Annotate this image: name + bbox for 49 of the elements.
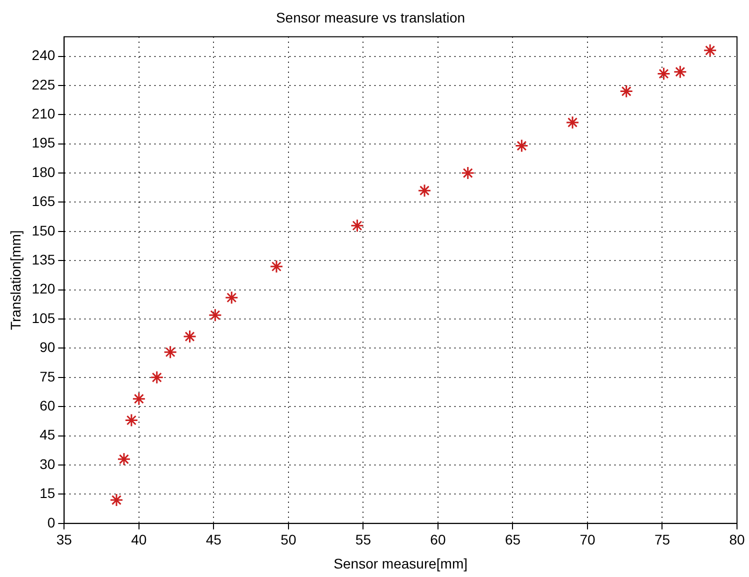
y-tick-label: 15: [40, 485, 56, 502]
point: [418, 184, 432, 198]
point: [208, 308, 222, 322]
point: [164, 345, 178, 359]
point: [656, 67, 670, 81]
y-tick-label: 210: [32, 106, 56, 122]
y-tick-label: 180: [32, 164, 56, 180]
y-tick-label: 120: [32, 280, 56, 297]
point: [514, 139, 528, 153]
y-tick-label: 195: [32, 134, 56, 151]
y-tick-label: 90: [40, 339, 56, 356]
x-tick-label: 60: [430, 532, 446, 548]
y-tick-label: 240: [32, 47, 56, 64]
y-tick-label: 45: [40, 426, 56, 443]
point: [132, 392, 146, 406]
y-tick-label: 165: [32, 193, 56, 210]
point: [673, 65, 687, 79]
x-tick-label: 75: [654, 532, 670, 548]
x-axis-title: Sensor measure[mm]: [334, 555, 468, 572]
y-tick-label: 30: [40, 456, 56, 472]
y-tick-label: 135: [32, 251, 56, 268]
x-tick-label: 70: [580, 532, 596, 548]
x-tick-label: 50: [280, 532, 296, 548]
x-tick-label: 65: [504, 532, 521, 548]
point: [270, 260, 284, 274]
point: [566, 116, 580, 130]
point: [703, 44, 717, 58]
y-tick-label: 225: [32, 76, 56, 92]
point: [124, 413, 138, 427]
point: [350, 218, 364, 232]
x-tick-label: 80: [729, 532, 745, 548]
y-tick-label: 75: [40, 368, 56, 384]
y-tick-label: 105: [32, 310, 56, 326]
point: [150, 370, 164, 384]
x-tick-label: 40: [131, 532, 147, 548]
y-tick-label: 60: [40, 397, 56, 414]
point: [461, 166, 475, 180]
x-tick-label: 55: [355, 532, 372, 548]
point: [620, 84, 634, 98]
point: [117, 452, 131, 466]
y-tick-label: 150: [32, 222, 56, 238]
point: [224, 290, 238, 304]
point: [110, 493, 124, 507]
x-tick-label: 45: [206, 532, 222, 548]
point: [183, 330, 197, 344]
y-tick-label: 0: [47, 514, 56, 530]
x-tick-label: 35: [56, 532, 72, 548]
y-axis-title: Translation[mm]: [7, 230, 24, 330]
chart-title: Sensor measure vs translation: [276, 9, 466, 26]
